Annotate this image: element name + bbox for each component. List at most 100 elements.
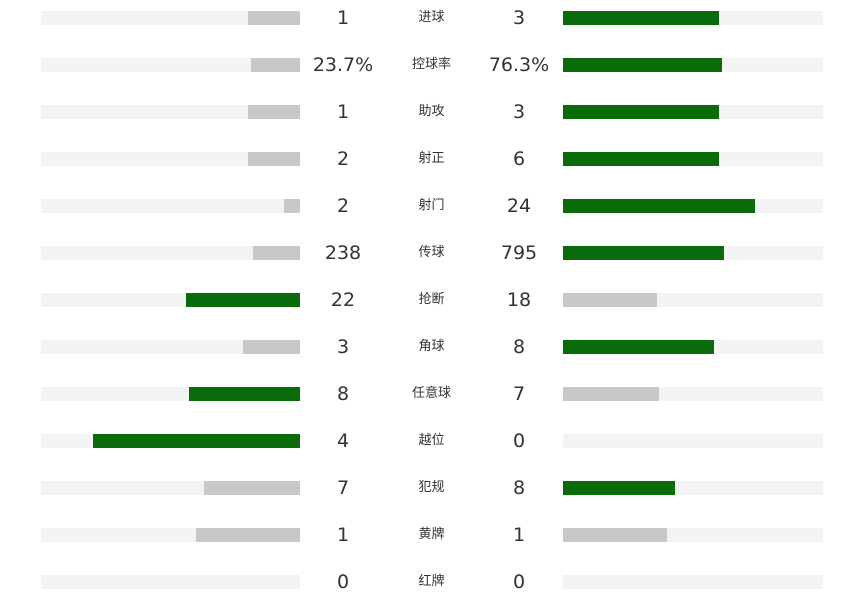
stat-label: 角球 <box>418 339 445 354</box>
away-bar <box>563 293 657 307</box>
stat-label: 越位 <box>418 433 445 448</box>
home-bar <box>284 199 300 213</box>
stat-row: 0 红牌 0 <box>0 571 862 593</box>
home-bar-track <box>41 481 300 495</box>
home-bar-track <box>41 575 300 589</box>
home-value: 238 <box>324 242 362 264</box>
home-bar-track <box>41 11 300 25</box>
away-bar <box>563 58 722 72</box>
stat-label: 助攻 <box>418 104 445 119</box>
away-value: 0 <box>512 571 526 593</box>
stat-row: 22 抢断 18 <box>0 289 862 311</box>
home-bar-track <box>41 387 300 401</box>
home-value: 23.7% <box>312 54 374 76</box>
home-value: 22 <box>330 289 356 311</box>
home-value: 0 <box>336 571 350 593</box>
stat-label: 红牌 <box>418 574 445 589</box>
stat-row: 1 黄牌 1 <box>0 524 862 546</box>
away-bar-track <box>563 152 823 166</box>
away-bar <box>563 199 755 213</box>
away-bar-track <box>563 105 823 119</box>
home-value: 4 <box>336 430 350 452</box>
away-value: 3 <box>512 7 526 29</box>
home-value: 7 <box>336 477 350 499</box>
away-bar <box>563 246 724 260</box>
stat-row: 2 射门 24 <box>0 195 862 217</box>
home-bar <box>189 387 300 401</box>
stat-row: 1 进球 3 <box>0 7 862 29</box>
away-bar-track <box>563 340 823 354</box>
away-bar-track <box>563 58 823 72</box>
away-value: 1 <box>512 524 526 546</box>
away-bar-track <box>563 199 823 213</box>
stat-label: 传球 <box>418 245 445 260</box>
stat-row: 1 助攻 3 <box>0 101 862 123</box>
home-bar-track <box>41 340 300 354</box>
stat-row: 238 传球 795 <box>0 242 862 264</box>
away-bar <box>563 528 667 542</box>
home-bar-track <box>41 58 300 72</box>
home-bar <box>93 434 300 448</box>
home-bar-track <box>41 246 300 260</box>
home-bar <box>204 481 300 495</box>
home-value: 1 <box>336 101 350 123</box>
away-bar-track <box>563 11 823 25</box>
stat-row: 23.7% 控球率 76.3% <box>0 54 862 76</box>
away-bar-track <box>563 528 823 542</box>
home-value: 1 <box>336 524 350 546</box>
away-bar-track <box>563 434 823 448</box>
away-bar <box>563 152 719 166</box>
stat-row: 3 角球 8 <box>0 336 862 358</box>
away-value: 6 <box>512 148 526 170</box>
away-value: 795 <box>500 242 538 264</box>
home-bar-track <box>41 293 300 307</box>
away-value: 7 <box>512 383 526 405</box>
away-bar <box>563 387 659 401</box>
away-bar-track <box>563 293 823 307</box>
away-value: 8 <box>512 477 526 499</box>
home-bar-track <box>41 528 300 542</box>
home-bar-track <box>41 105 300 119</box>
away-bar-track <box>563 575 823 589</box>
home-bar <box>243 340 300 354</box>
home-value: 8 <box>336 383 350 405</box>
home-bar-track <box>41 152 300 166</box>
away-value: 0 <box>512 430 526 452</box>
stat-row: 8 任意球 7 <box>0 383 862 405</box>
stat-label: 抢断 <box>418 292 445 307</box>
home-bar <box>248 11 300 25</box>
stat-label: 射正 <box>418 151 445 166</box>
away-bar-track <box>563 246 823 260</box>
away-bar <box>563 481 675 495</box>
home-value: 1 <box>336 7 350 29</box>
home-bar <box>253 246 300 260</box>
away-bar <box>563 105 719 119</box>
stat-label: 控球率 <box>411 57 451 72</box>
home-bar <box>248 152 300 166</box>
away-value: 76.3% <box>488 54 550 76</box>
stat-label: 射门 <box>418 198 445 213</box>
stat-label: 犯规 <box>418 480 445 495</box>
stat-row: 7 犯规 8 <box>0 477 862 499</box>
away-bar-track <box>563 481 823 495</box>
away-bar <box>563 340 714 354</box>
stat-row: 4 越位 0 <box>0 430 862 452</box>
stat-label: 任意球 <box>411 386 451 401</box>
stat-label: 黄牌 <box>418 527 445 542</box>
away-value: 24 <box>506 195 532 217</box>
home-bar <box>186 293 300 307</box>
home-value: 3 <box>336 336 350 358</box>
home-bar-track <box>41 199 300 213</box>
home-bar <box>248 105 300 119</box>
away-value: 18 <box>506 289 532 311</box>
home-bar-track <box>41 434 300 448</box>
away-value: 8 <box>512 336 526 358</box>
away-value: 3 <box>512 101 526 123</box>
stat-row: 2 射正 6 <box>0 148 862 170</box>
home-value: 2 <box>336 195 350 217</box>
home-value: 2 <box>336 148 350 170</box>
away-bar-track <box>563 387 823 401</box>
away-bar <box>563 11 719 25</box>
home-bar <box>251 58 300 72</box>
